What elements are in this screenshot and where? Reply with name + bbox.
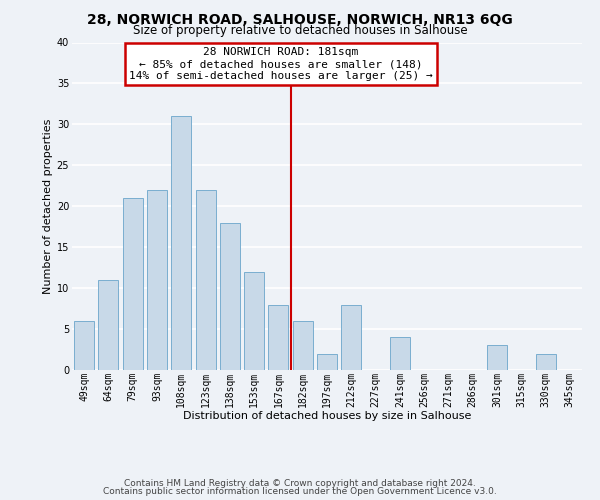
- Y-axis label: Number of detached properties: Number of detached properties: [43, 118, 53, 294]
- Bar: [317, 354, 337, 370]
- Bar: [341, 304, 361, 370]
- Bar: [98, 280, 118, 370]
- Bar: [74, 321, 94, 370]
- X-axis label: Distribution of detached houses by size in Salhouse: Distribution of detached houses by size …: [183, 411, 471, 421]
- Bar: [196, 190, 215, 370]
- Text: Contains public sector information licensed under the Open Government Licence v3: Contains public sector information licen…: [103, 487, 497, 496]
- Text: 28 NORWICH ROAD: 181sqm
← 85% of detached houses are smaller (148)
14% of semi-d: 28 NORWICH ROAD: 181sqm ← 85% of detache…: [129, 48, 433, 80]
- Bar: [123, 198, 143, 370]
- Bar: [293, 321, 313, 370]
- Bar: [244, 272, 264, 370]
- Bar: [220, 222, 240, 370]
- Text: Contains HM Land Registry data © Crown copyright and database right 2024.: Contains HM Land Registry data © Crown c…: [124, 478, 476, 488]
- Bar: [536, 354, 556, 370]
- Bar: [172, 116, 191, 370]
- Text: 28, NORWICH ROAD, SALHOUSE, NORWICH, NR13 6QG: 28, NORWICH ROAD, SALHOUSE, NORWICH, NR1…: [87, 12, 513, 26]
- Bar: [390, 337, 410, 370]
- Bar: [487, 346, 507, 370]
- Bar: [268, 304, 289, 370]
- Text: Size of property relative to detached houses in Salhouse: Size of property relative to detached ho…: [133, 24, 467, 37]
- Bar: [147, 190, 167, 370]
